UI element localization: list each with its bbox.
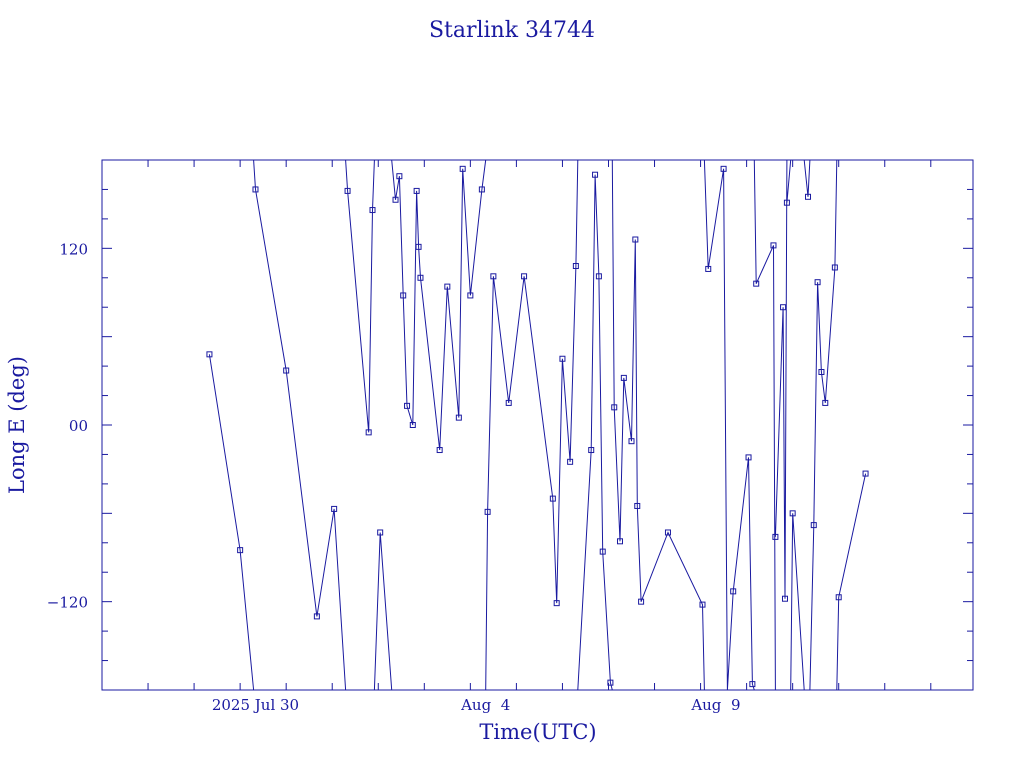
data-point [588,447,595,454]
data-point [478,186,485,193]
data-point [413,187,420,194]
plot-frame [101,159,974,691]
y-tick-label: −120 [47,594,88,612]
data-point [417,274,424,281]
data-point [572,263,579,269]
data-point [720,165,727,172]
data-point [400,292,407,299]
y-tick-label: 00 [69,417,88,435]
data-point [344,187,351,194]
x-tick-label: 2025 Jul 30 [212,696,299,714]
data-point [595,273,602,280]
data-point [313,613,320,620]
data-point [607,679,614,686]
data-point [822,399,829,406]
data-point [835,594,842,601]
data-point [484,508,491,515]
data-point [409,422,416,428]
data-point [664,529,671,536]
data-point [559,355,566,362]
data-point [415,243,422,250]
data-point [628,438,635,445]
data-point [592,171,599,178]
data-point [455,414,462,421]
x-tick-label: Aug 4 [460,696,510,714]
data-point [283,367,290,374]
data-point [396,173,403,180]
data-point [611,404,618,411]
data-point [862,470,869,477]
data-point [749,681,756,688]
x-tick-label: Aug 9 [690,696,740,714]
data-point [772,533,779,540]
data-point [818,369,825,375]
data-point [831,264,838,271]
data-point [467,292,474,299]
data-point [377,529,384,536]
data-point [783,199,790,206]
data-point [206,351,213,358]
tick-labels: −120 00 120 2025 Jul 30 Aug 4 Aug 9 [47,240,741,714]
data-point [553,600,560,607]
data-point [252,186,259,193]
data-point [638,598,645,605]
data-point [753,280,760,287]
axis-ticks [101,160,973,690]
data-points [206,165,869,688]
data-point [699,601,706,608]
data-point [634,502,641,509]
data-point [814,279,821,286]
series-line [208,159,867,691]
data-point [781,595,788,602]
data-point [444,283,451,290]
data-point [404,402,411,409]
data-point [705,265,712,272]
data-point [369,207,376,214]
y-tick-label: 120 [59,240,88,258]
data-point [620,374,627,381]
data-point [392,196,399,203]
data-point [490,273,497,280]
data-point [745,454,752,461]
data-point [459,165,466,172]
data-point [805,193,812,200]
data-point [810,522,817,529]
data-point [632,236,639,243]
data-point [505,399,512,406]
data-point [770,242,777,249]
data-point [237,547,244,554]
data-point [789,510,796,517]
data-point [331,505,338,512]
data-point [616,538,623,545]
data-point [436,447,443,454]
data-point [780,304,787,311]
data-point [730,588,737,595]
data-point [521,273,528,280]
data-point [549,495,556,502]
x-axis-label: Time(UTC) [479,720,596,744]
y-axis-label: Long E (deg) [5,356,29,494]
data-series [208,159,867,691]
data-point [567,458,574,465]
data-point [599,548,606,555]
chart-title: Starlink 34744 [429,18,595,43]
data-point [365,429,372,436]
